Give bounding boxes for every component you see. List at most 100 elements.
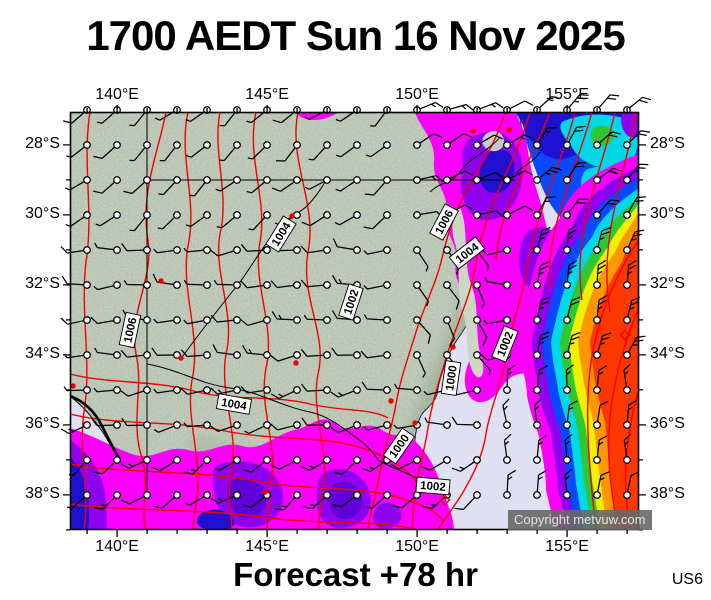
wind-station-circle <box>623 141 631 149</box>
wind-station-circle <box>593 316 601 324</box>
wind-station-circle <box>473 141 481 149</box>
isobar-label-value: 1002 <box>420 480 447 494</box>
forecast-hour-label: Forecast +78 hr <box>233 556 478 593</box>
wind-station-circle <box>563 246 571 254</box>
wind-station-circle <box>443 281 451 289</box>
wind-station-circle <box>113 316 121 324</box>
wind-station-circle <box>413 246 421 254</box>
wind-station-circle <box>623 211 631 219</box>
wind-station-circle <box>593 456 601 464</box>
wind-station-circle <box>83 281 91 289</box>
isobar-line <box>548 112 593 289</box>
wind-station-circle <box>113 421 121 429</box>
axis-label: 28°S <box>25 134 60 152</box>
city-dot <box>470 128 476 134</box>
wind-station-circle <box>473 421 481 429</box>
wind-station-circle <box>173 281 181 289</box>
wind-station-circle <box>233 246 241 254</box>
city-dot <box>178 355 184 361</box>
wind-station-circle <box>353 211 361 219</box>
wind-station-circle <box>173 141 181 149</box>
wind-station-circle <box>473 281 481 289</box>
wind-station-circle <box>623 386 631 394</box>
wind-station-circle <box>503 491 511 499</box>
wind-station-circle <box>533 176 541 184</box>
wind-station-circle <box>593 141 601 149</box>
isobar-label: 1000 <box>440 360 462 396</box>
wind-station-circle <box>173 351 181 359</box>
isobar-label-box <box>382 427 416 465</box>
wind-station-circle <box>563 281 571 289</box>
wind-station-circle <box>383 491 391 499</box>
wind-station-circle <box>233 351 241 359</box>
wind-station-circle <box>473 211 481 219</box>
wind-station-circle <box>533 316 541 324</box>
city-dot <box>158 278 164 284</box>
wind-station-circle <box>203 456 211 464</box>
wind-station-circle <box>503 176 511 184</box>
wind-station-circle <box>143 281 151 289</box>
axis-label: 32°S <box>650 274 685 292</box>
axis-label: 30°S <box>25 204 60 222</box>
murray-river-border <box>146 363 418 479</box>
isobar-line <box>70 463 445 523</box>
wind-station-circle <box>623 246 631 254</box>
isobar-label-box <box>338 283 364 321</box>
isobar-label-box <box>429 203 459 241</box>
wind-station-circle <box>623 491 631 499</box>
rain-blue-south-b <box>196 509 235 530</box>
wind-station-circle <box>593 351 601 359</box>
isobar-label-value: 1000 <box>444 365 459 392</box>
wind-station-circle <box>293 351 301 359</box>
wind-station-circle <box>563 421 571 429</box>
wind-station-circle <box>413 351 421 359</box>
wind-station-circle <box>113 456 121 464</box>
wind-station-circle <box>113 351 121 359</box>
wind-station-circle <box>443 456 451 464</box>
city-dot <box>293 360 299 366</box>
city-dot <box>412 420 418 426</box>
wind-station-circle <box>203 176 211 184</box>
wind-station-circle <box>503 246 511 254</box>
wind-station-circle <box>83 351 91 359</box>
wind-station-circle <box>233 421 241 429</box>
wind-station-circle <box>263 421 271 429</box>
wind-station-circle <box>143 456 151 464</box>
wind-station-circle <box>413 281 421 289</box>
isobar-label: 1002 <box>415 476 451 496</box>
wind-station-circle <box>83 246 91 254</box>
wind-station-circle <box>413 386 421 394</box>
wind-station-circle <box>563 141 571 149</box>
wind-station-circle <box>473 386 481 394</box>
axis-label: 155°E <box>545 538 589 555</box>
wind-station-circle <box>383 211 391 219</box>
wind-station-circle <box>233 281 241 289</box>
axis-label: 28°S <box>650 134 685 152</box>
wind-station-circle <box>443 421 451 429</box>
wind-station-circle <box>203 386 211 394</box>
wind-station-circle <box>323 141 331 149</box>
wind-station-circle <box>83 141 91 149</box>
wind-station-circle <box>593 176 601 184</box>
wind-station-circle <box>443 141 451 149</box>
wind-station-circle <box>563 211 571 219</box>
wind-station-circle <box>503 281 511 289</box>
wind-station-circle <box>533 281 541 289</box>
wind-station-circle <box>443 351 451 359</box>
wind-station-circle <box>353 491 361 499</box>
wind-station-circle <box>173 316 181 324</box>
wind-station-circle <box>203 211 211 219</box>
wind-station-circle <box>263 386 271 394</box>
wind-station-circle <box>323 281 331 289</box>
isobar-line <box>367 112 506 530</box>
wind-station-circle <box>533 351 541 359</box>
wind-station-circle <box>143 141 151 149</box>
wind-station-circle <box>383 176 391 184</box>
wind-station-circle <box>293 141 301 149</box>
wind-station-circle <box>413 456 421 464</box>
wind-station-circle <box>323 176 331 184</box>
wind-station-circle <box>503 386 511 394</box>
wind-station-circle <box>263 281 271 289</box>
wind-station-circle <box>293 491 301 499</box>
wind-station-circle <box>533 246 541 254</box>
